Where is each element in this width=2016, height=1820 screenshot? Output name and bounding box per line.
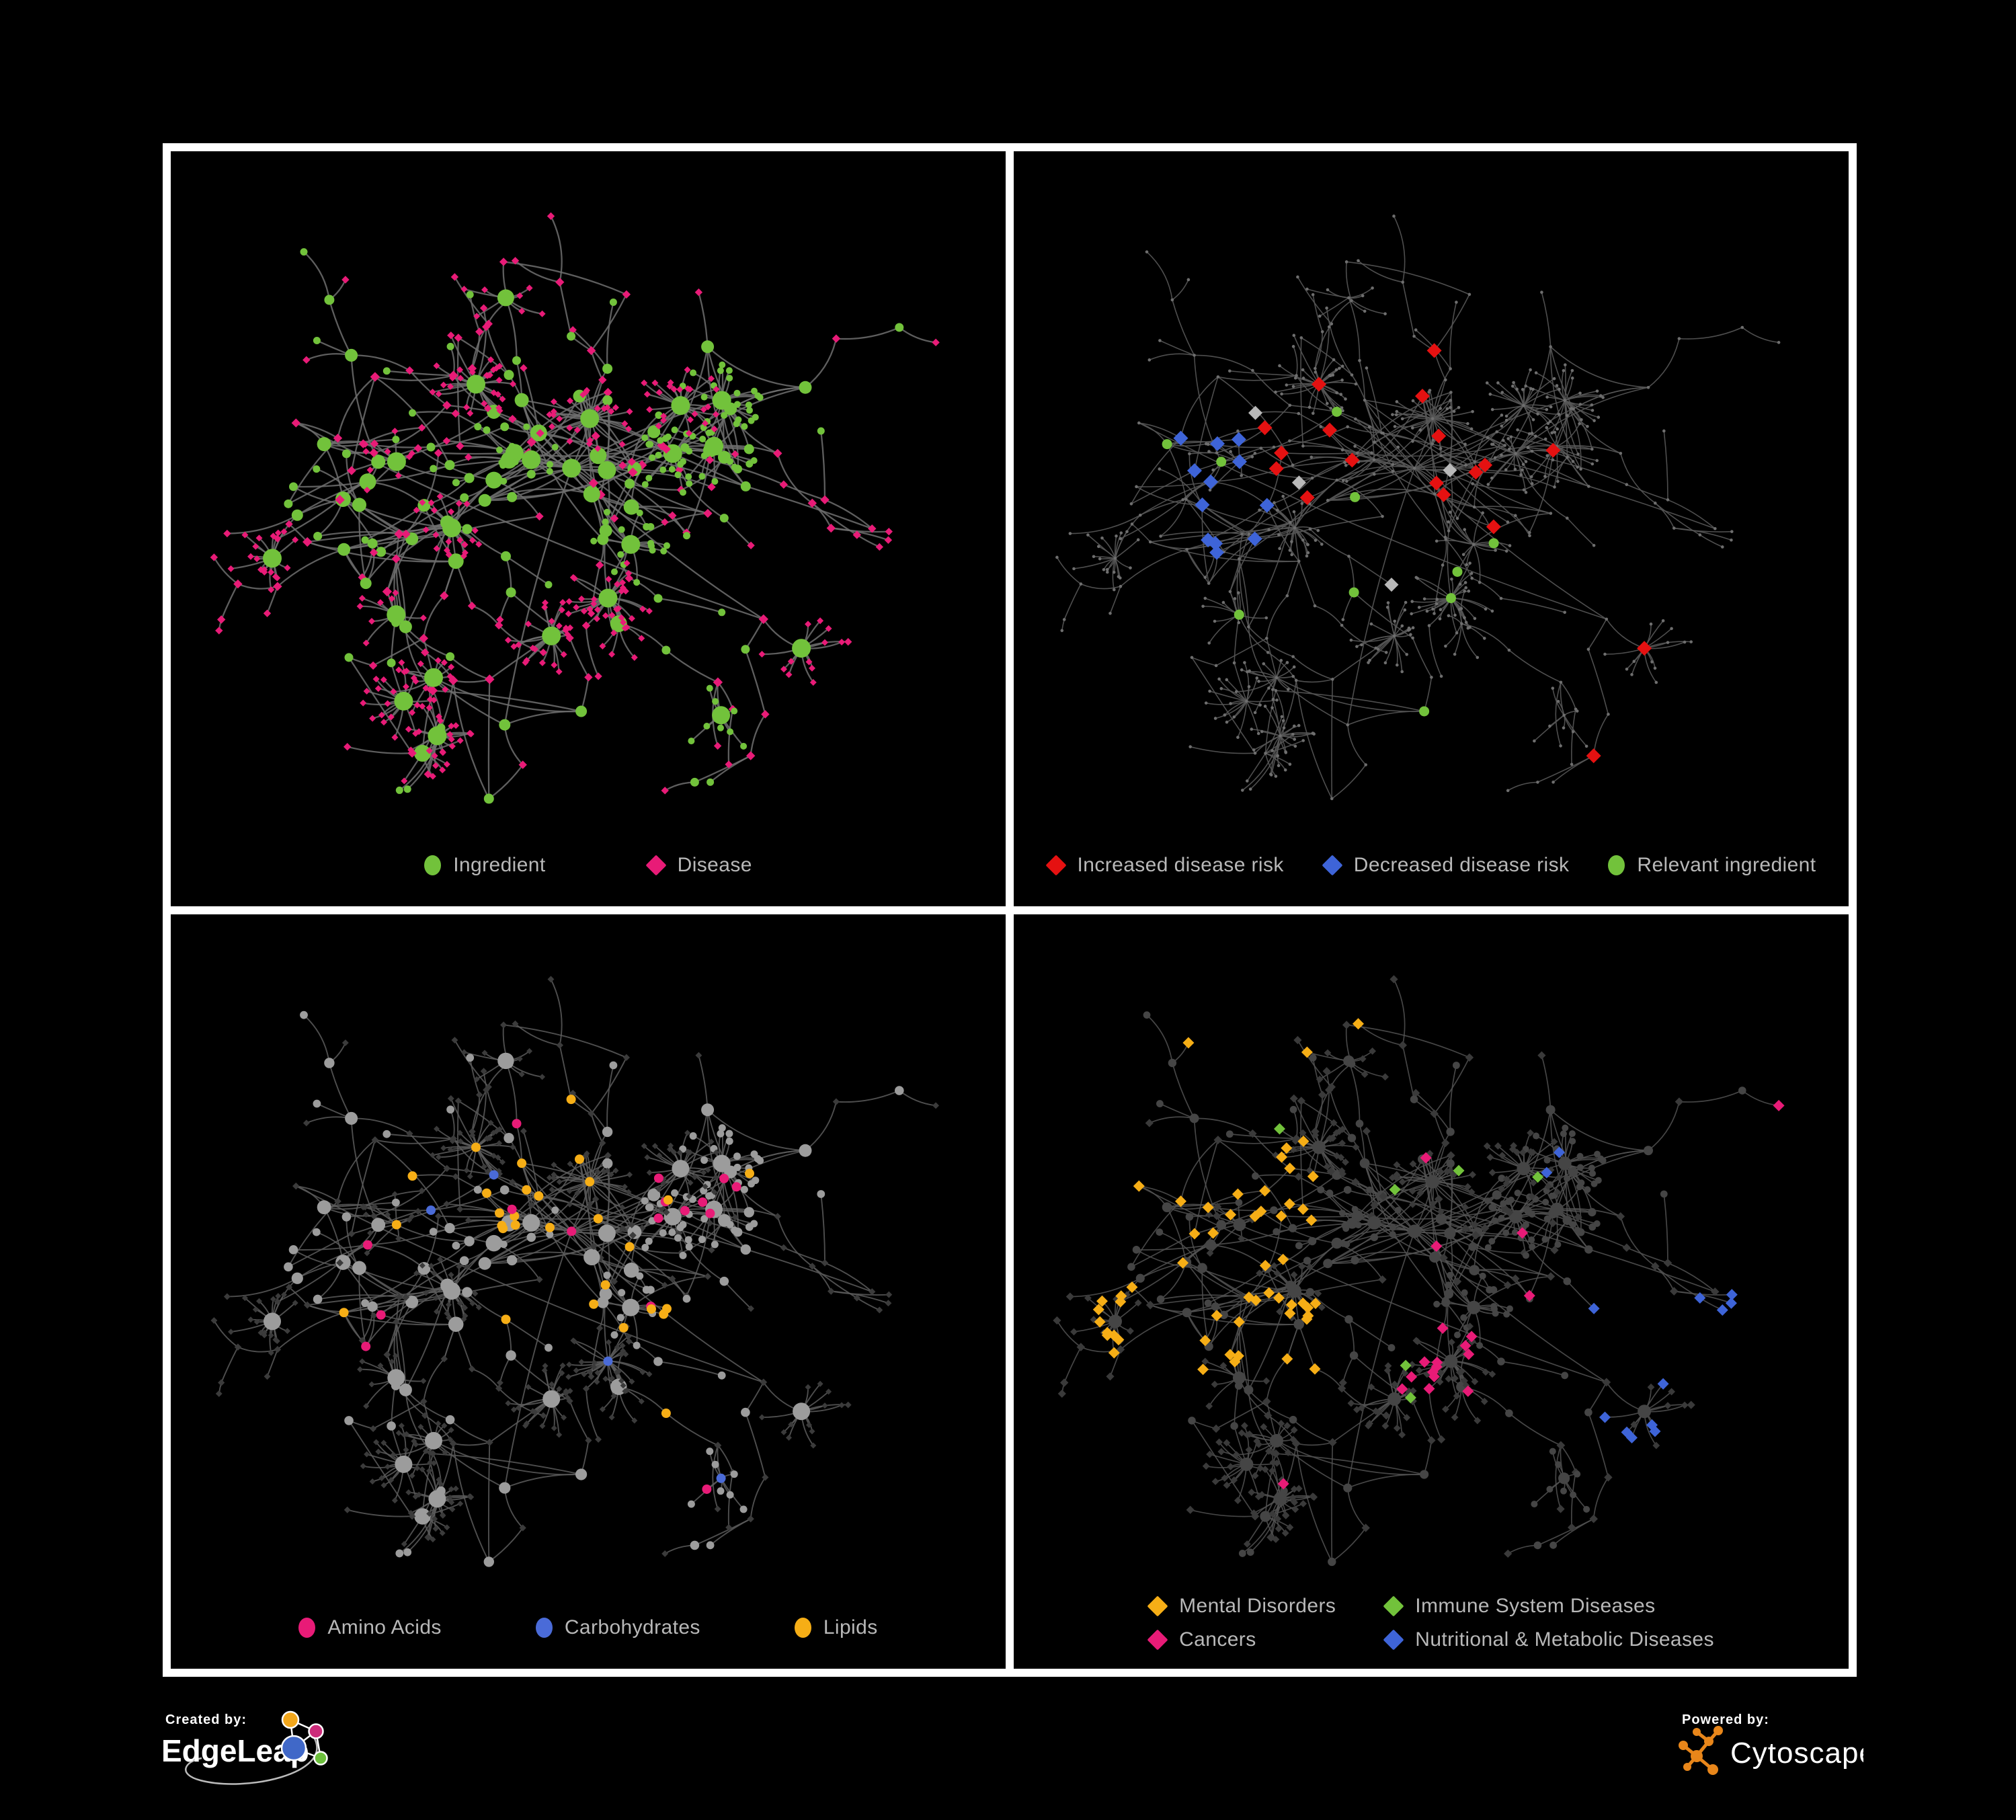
edgeleap-node-blue xyxy=(280,1735,307,1762)
network-canvas-disease-categories xyxy=(1053,974,1785,1566)
legend-item-increased-disease-risk: Increased disease risk xyxy=(1045,853,1284,877)
legend-label: Cancers xyxy=(1179,1628,1256,1651)
legend-label: Nutritional & Metabolic Diseases xyxy=(1415,1628,1714,1651)
nutritional-metabolic-diseases-diamond-marker xyxy=(1383,1629,1404,1651)
edgeleap-node-orange xyxy=(281,1710,300,1729)
legend-disease-categories: Mental Disorders Immune System Diseases Ca… xyxy=(1014,1595,1849,1651)
legend-item-mental-disorders: Mental Disorders xyxy=(1147,1595,1336,1618)
legend-label: Disease xyxy=(677,853,752,876)
legend-item-ingredient: Ingredient xyxy=(424,854,545,877)
network-canvas-nutrient-classes xyxy=(210,976,939,1567)
legend-label: Increased disease risk xyxy=(1077,853,1284,876)
legend-item-carbohydrates: Carbohydrates xyxy=(535,1616,700,1639)
legend-item-immune-system-diseases: Immune System Diseases xyxy=(1383,1595,1714,1618)
relevant-ingredient-circle-marker xyxy=(1608,855,1625,875)
panel-nutrient-classes: Amino Acids Carbohydrates Lipids xyxy=(171,914,1006,1669)
panel-ingredient-disease: Ingredient Disease xyxy=(171,151,1006,906)
edgeleap-logo: Created by: EdgeLeap xyxy=(159,1706,347,1804)
cytoscape-wordmark: Cytoscape xyxy=(1730,1737,1863,1770)
edgeleap-network-icon xyxy=(280,1710,328,1766)
amino-acids-circle-marker xyxy=(298,1618,316,1638)
legend-label: Lipids xyxy=(823,1616,878,1638)
legend-disease-risk: Increased disease risk Decreased disease … xyxy=(1014,854,1849,877)
edgeleap-node-green xyxy=(313,1751,328,1766)
legend-label: Decreased disease risk xyxy=(1353,853,1570,876)
decreased-disease-risk-diamond-marker xyxy=(1322,854,1343,876)
network-canvas-ingredient-disease xyxy=(210,212,940,804)
increased-disease-risk-diamond-marker xyxy=(1045,854,1067,876)
cytoscape-logo: Powered by: Cytoscape xyxy=(1655,1706,1876,1790)
legend-item-nutritional-metabolic-diseases: Nutritional & Metabolic Diseases xyxy=(1383,1628,1714,1651)
powered-by-label: Powered by: xyxy=(1682,1712,1769,1727)
mental-disorders-diamond-marker xyxy=(1147,1595,1168,1617)
legend-item-decreased-disease-risk: Decreased disease risk xyxy=(1322,853,1570,877)
legend-label: Amino Acids xyxy=(327,1616,442,1638)
lipids-circle-marker xyxy=(794,1618,811,1638)
immune-system-diseases-diamond-marker xyxy=(1383,1595,1404,1617)
legend-item-relevant-ingredient: Relevant ingredient xyxy=(1608,854,1816,877)
legend-item-disease: Disease xyxy=(645,853,752,877)
created-by-label: Created by: xyxy=(165,1712,247,1727)
edgeleap-swoosh xyxy=(185,1738,318,1785)
edgeleap-node-magenta xyxy=(308,1723,324,1739)
legend-item-amino-acids: Amino Acids xyxy=(298,1616,441,1639)
network-canvas-disease-risk xyxy=(1055,214,1781,801)
legend-label: Relevant ingredient xyxy=(1637,853,1816,876)
legend-item-lipids: Lipids xyxy=(794,1616,878,1639)
cancers-diamond-marker xyxy=(1147,1629,1168,1651)
legend-nutrient-classes: Amino Acids Carbohydrates Lipids xyxy=(171,1616,1006,1639)
panel-disease-categories: Mental Disorders Immune System Diseases Ca… xyxy=(1014,914,1849,1669)
ingredient-circle-marker xyxy=(424,855,442,875)
legend-label: Immune System Diseases xyxy=(1415,1595,1656,1617)
legend-item-cancers: Cancers xyxy=(1147,1628,1336,1651)
disease-diamond-marker xyxy=(645,854,667,876)
four-panel-frame: Ingredient Disease Increased disease risk… xyxy=(163,143,1857,1677)
cytoscape-icon xyxy=(1679,1726,1723,1775)
legend-label: Mental Disorders xyxy=(1179,1595,1336,1617)
panel-disease-risk: Increased disease risk Decreased disease … xyxy=(1014,151,1849,906)
legend-label: Carbohydrates xyxy=(564,1616,700,1638)
carbohydrates-circle-marker xyxy=(535,1618,553,1638)
legend-ingredient-disease: Ingredient Disease xyxy=(171,854,1006,877)
legend-label: Ingredient xyxy=(453,853,546,876)
